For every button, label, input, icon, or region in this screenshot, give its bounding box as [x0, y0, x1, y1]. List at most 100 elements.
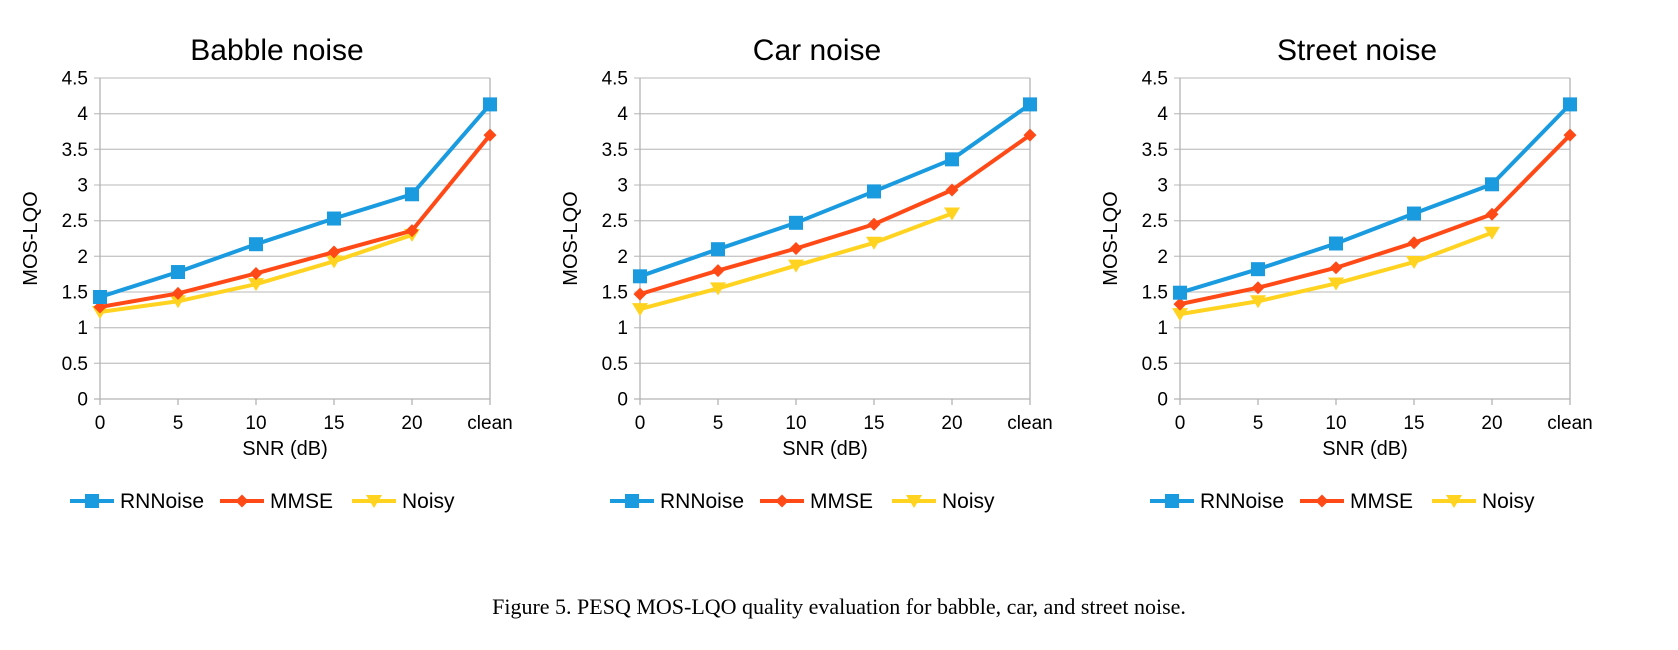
- data-point-rnnoise: [1407, 206, 1421, 221]
- legend-label: RNNoise: [120, 490, 204, 513]
- data-point-rnnoise: [327, 211, 341, 226]
- y-tick-label: 2.5: [602, 211, 628, 232]
- y-tick-label: 3: [617, 176, 628, 197]
- legend-marker-noisy: [906, 495, 922, 508]
- y-tick-label: 3: [1157, 176, 1168, 197]
- legend-item-rnnoise: RNNoise: [1150, 490, 1284, 513]
- y-tick-label: 3.5: [602, 140, 628, 161]
- x-axis-label: SNR (dB): [782, 438, 868, 460]
- legend: RNNoise MMSE Noisy: [610, 490, 995, 513]
- data-point-mmse: [1173, 297, 1187, 311]
- data-point-mmse: [633, 287, 647, 301]
- legend-item-mmse: MMSE: [220, 490, 333, 513]
- x-tick-label: 15: [1403, 413, 1424, 434]
- y-axis-label: MOS-LQO: [560, 191, 582, 285]
- data-point-noisy: [788, 259, 804, 273]
- y-tick-label: 1: [77, 318, 88, 339]
- y-tick-label: 3: [77, 176, 88, 197]
- chart-title: Car noise: [753, 34, 881, 67]
- legend-marker-mmse: [235, 494, 249, 508]
- legend-item-noisy: Noisy: [892, 490, 995, 513]
- data-point-rnnoise: [867, 184, 881, 199]
- y-tick-label: 4.5: [602, 69, 628, 90]
- data-point-rnnoise: [1251, 262, 1265, 277]
- y-tick-label: 4: [617, 104, 628, 125]
- y-tick-label: 2.5: [62, 211, 88, 232]
- series-mmse: [1173, 128, 1577, 311]
- data-point-noisy: [1406, 256, 1422, 270]
- data-point-rnnoise: [1563, 97, 1577, 112]
- x-tick-label: 0: [95, 413, 106, 434]
- y-tick-label: 0: [1157, 390, 1168, 411]
- x-tick-label: 10: [1325, 413, 1346, 434]
- y-tick-label: 0.5: [602, 354, 628, 375]
- series-noisy: [1172, 226, 1500, 322]
- y-tick-label: 2: [1157, 247, 1168, 268]
- x-tick-label: 0: [635, 413, 646, 434]
- legend-marker-rnnoise: [625, 494, 639, 508]
- x-tick-label: 5: [713, 413, 724, 434]
- chart-babble-noise: Babble noise 0 0.5 1 1.5 2 2.5 3 3.5 4 4.5 0 5 10 15 20…: [20, 34, 513, 513]
- data-point-rnnoise: [93, 289, 107, 304]
- x-tick-label: 20: [401, 413, 422, 434]
- legend-item-rnnoise: RNNoise: [70, 490, 204, 513]
- series-rnnoise: [1173, 97, 1577, 300]
- x-tick-label: 20: [1481, 413, 1502, 434]
- data-point-noisy: [632, 303, 648, 317]
- data-point-noisy: [944, 207, 960, 221]
- y-tick-label: 2.5: [1142, 211, 1168, 232]
- data-point-mmse: [789, 241, 803, 255]
- x-tick-label: 10: [785, 413, 806, 434]
- data-point-mmse: [1329, 261, 1343, 275]
- y-tick-label: 1: [1157, 318, 1168, 339]
- y-tick-label: 1.5: [602, 283, 628, 304]
- data-point-mmse: [1251, 281, 1265, 295]
- legend-marker-noisy: [1446, 495, 1462, 508]
- series-rnnoise: [93, 97, 497, 304]
- series-line-rnnoise: [639, 102, 1032, 279]
- data-point-rnnoise: [171, 265, 185, 280]
- data-point-rnnoise: [483, 97, 497, 112]
- x-tick-label: 15: [863, 413, 884, 434]
- data-point-rnnoise: [789, 215, 803, 230]
- x-tick-label: 15: [323, 413, 344, 434]
- x-tick-label: 5: [1253, 413, 1264, 434]
- data-point-mmse: [1485, 207, 1499, 221]
- data-point-noisy: [1172, 308, 1188, 322]
- x-tick-label: 10: [245, 413, 266, 434]
- data-point-noisy: [710, 282, 726, 296]
- y-axis-label: MOS-LQO: [1100, 191, 1122, 285]
- legend-marker-mmse: [775, 494, 789, 508]
- data-point-noisy: [326, 255, 342, 269]
- chart-car-noise: Car noise 0 0.5 1 1.5 2 2.5 3 3.5 4 4.5 0 5 10 15 20 cle…: [560, 34, 1053, 513]
- data-point-mmse: [1407, 236, 1421, 250]
- x-tick-label: 20: [941, 413, 962, 434]
- y-tick-label: 4: [77, 104, 88, 125]
- x-tick-label: 5: [173, 413, 184, 434]
- data-point-noisy: [248, 278, 264, 292]
- data-point-mmse: [1563, 128, 1577, 142]
- data-point-noisy: [1250, 295, 1266, 309]
- legend-item-mmse: MMSE: [760, 490, 873, 513]
- data-point-mmse: [1023, 128, 1037, 142]
- series-line-rnnoise: [1179, 102, 1572, 295]
- data-point-mmse: [945, 183, 959, 197]
- y-tick-label: 0: [617, 390, 628, 411]
- data-point-rnnoise: [405, 187, 419, 202]
- legend-item-noisy: Noisy: [352, 490, 455, 513]
- legend-label: RNNoise: [1200, 490, 1284, 513]
- series-noisy: [632, 207, 960, 317]
- legend: RNNoise MMSE Noisy: [1150, 490, 1535, 513]
- y-tick-label: 2: [617, 247, 628, 268]
- figure-caption: Figure 5. PESQ MOS-LQO quality evaluatio…: [492, 594, 1186, 619]
- data-point-mmse: [483, 128, 497, 142]
- legend-label: RNNoise: [660, 490, 744, 513]
- legend: RNNoise MMSE Noisy: [70, 490, 455, 513]
- legend-label: MMSE: [1350, 490, 1413, 513]
- data-point-rnnoise: [249, 237, 263, 252]
- legend-label: Noisy: [942, 490, 995, 513]
- data-point-rnnoise: [1023, 97, 1037, 112]
- data-point-rnnoise: [633, 269, 647, 284]
- data-point-mmse: [327, 245, 341, 259]
- y-tick-label: 3.5: [1142, 140, 1168, 161]
